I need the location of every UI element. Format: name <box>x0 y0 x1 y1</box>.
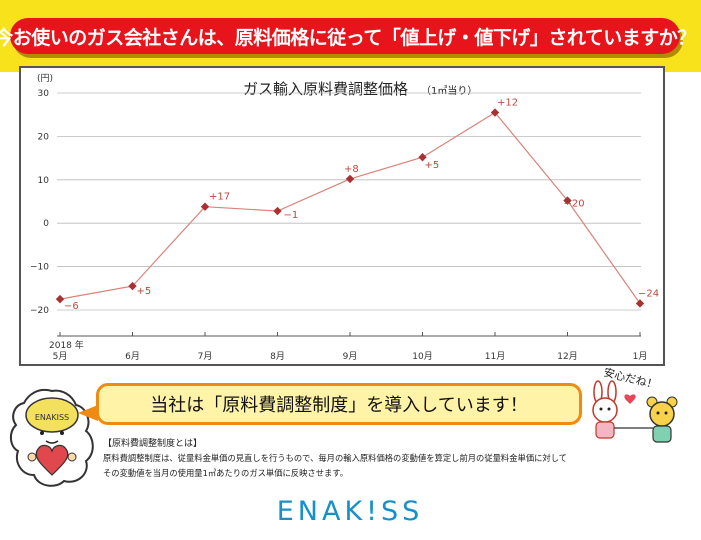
mascot-sheep: ENAKISS <box>8 385 96 499</box>
description-title: 【原料費調整制度とは】 <box>103 439 203 449</box>
y-tick-label: 30 <box>38 89 50 99</box>
data-label: +5 <box>425 160 440 171</box>
banner-pill: 今お使いのガス会社さんは、原料価格に従って「値上げ・値下げ」されていますか？ <box>0 18 696 54</box>
series-line <box>59 111 641 304</box>
x-tick-label: 9月 <box>343 351 358 362</box>
chart-subtitle: （1㎥当り） <box>421 84 477 97</box>
data-label: −24 <box>638 288 659 299</box>
data-label: +5 <box>137 286 152 297</box>
enakiss-logo: ENAK!SS <box>276 496 424 527</box>
rabbit-icon <box>592 397 618 423</box>
x-tick-label: 7月 <box>198 351 213 362</box>
callout-tail <box>78 405 98 421</box>
y-tick-label: 0 <box>43 219 49 229</box>
x-tick-label: 12月 <box>557 351 577 362</box>
y-unit-label: (円) <box>37 73 53 84</box>
data-point <box>563 196 572 205</box>
description-line-1: 原料費調整制度は、従量料金単価の見直しを行うもので、毎月の輸入原料価格の変動値を… <box>103 453 568 463</box>
axes: 30 20 10 0 −10 −20 5月 6月 7月 8月 9月 10月 11月 12月 1月 <box>30 89 647 362</box>
callout-text: 当社は「原料費調整制度」を導入しています！ <box>150 395 528 416</box>
data-point <box>200 202 210 211</box>
data-point <box>55 294 65 304</box>
year-label: 2018 年 <box>49 339 84 351</box>
data-point <box>345 174 355 184</box>
chart-frame: ガス輸入原料費調整価格 （1㎥当り） (円) 2018 年 30 20 10 0 −10… <box>19 66 665 366</box>
top-banner: 今お使いのガス会社さんは、原料価格に従って「値上げ・値下げ」されていますか？ <box>0 0 701 72</box>
banner-text: 今お使いのガス会社さんは、原料価格に従って「値上げ・値下げ」されていますか？ <box>0 26 696 49</box>
data-point <box>635 299 645 308</box>
y-tick-label: 20 <box>38 132 50 142</box>
data-label: +8 <box>344 164 359 175</box>
data-point <box>418 153 427 162</box>
x-tick-label: 1月 <box>633 351 648 362</box>
description-line-2: その変動値を当月の使用量1㎥あたりのガス単価に反映させます。 <box>103 468 349 478</box>
data-label: +17 <box>209 192 230 203</box>
x-tick-label: 5月 <box>53 351 68 362</box>
x-tick-label: 8月 <box>270 351 285 362</box>
callout-box: 当社は「原料費調整制度」を導入しています！ <box>96 383 582 425</box>
chart-title: ガス輸入原料費調整価格 <box>243 80 408 98</box>
data-label: −6 <box>64 301 79 312</box>
data-label: −20 <box>564 199 585 210</box>
heart-icon <box>35 444 69 476</box>
data-labels: −6 +5 +17 −1 +8 +5 +12 −20 −24 <box>64 98 659 313</box>
data-label: −1 <box>284 210 299 221</box>
data-point <box>490 108 500 117</box>
rabbit-and-bear-characters: 安心だね！ <box>582 365 697 454</box>
y-tick-label: −20 <box>30 306 49 316</box>
data-point <box>128 281 137 291</box>
x-tick-label: 6月 <box>125 351 140 362</box>
mascot-text: ENAKISS <box>35 413 69 422</box>
data-point <box>273 206 282 216</box>
line-chart: ガス輸入原料費調整価格 （1㎥当り） (円) 2018 年 30 20 10 0 −10… <box>30 73 659 362</box>
grid <box>57 92 641 311</box>
y-tick-label: −10 <box>30 263 49 273</box>
markers <box>55 108 645 308</box>
small-heart-icon <box>624 394 636 404</box>
description: 【原料費調整制度とは】 原料費調整制度は、従量料金単価の見直しを行うもので、毎月… <box>103 436 693 482</box>
series-polyline <box>59 111 641 304</box>
data-label: +12 <box>497 98 518 109</box>
bear-icon <box>649 401 675 427</box>
x-tick-label: 10月 <box>412 351 432 362</box>
x-tick-label: 11月 <box>485 351 505 362</box>
y-tick-label: 10 <box>38 176 50 186</box>
